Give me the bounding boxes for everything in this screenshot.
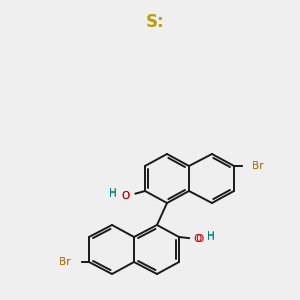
Text: Br: Br xyxy=(59,257,71,267)
Text: Br: Br xyxy=(252,161,263,171)
Text: H: H xyxy=(109,189,117,199)
Text: H: H xyxy=(109,188,117,198)
Text: O: O xyxy=(121,191,129,201)
Text: O: O xyxy=(194,234,202,244)
Text: S:: S: xyxy=(146,13,164,31)
Text: Br: Br xyxy=(59,257,71,267)
Text: Br: Br xyxy=(252,161,263,171)
Text: O: O xyxy=(195,234,203,244)
Text: O: O xyxy=(122,191,130,201)
Text: H: H xyxy=(207,231,215,241)
Text: H: H xyxy=(207,232,215,242)
